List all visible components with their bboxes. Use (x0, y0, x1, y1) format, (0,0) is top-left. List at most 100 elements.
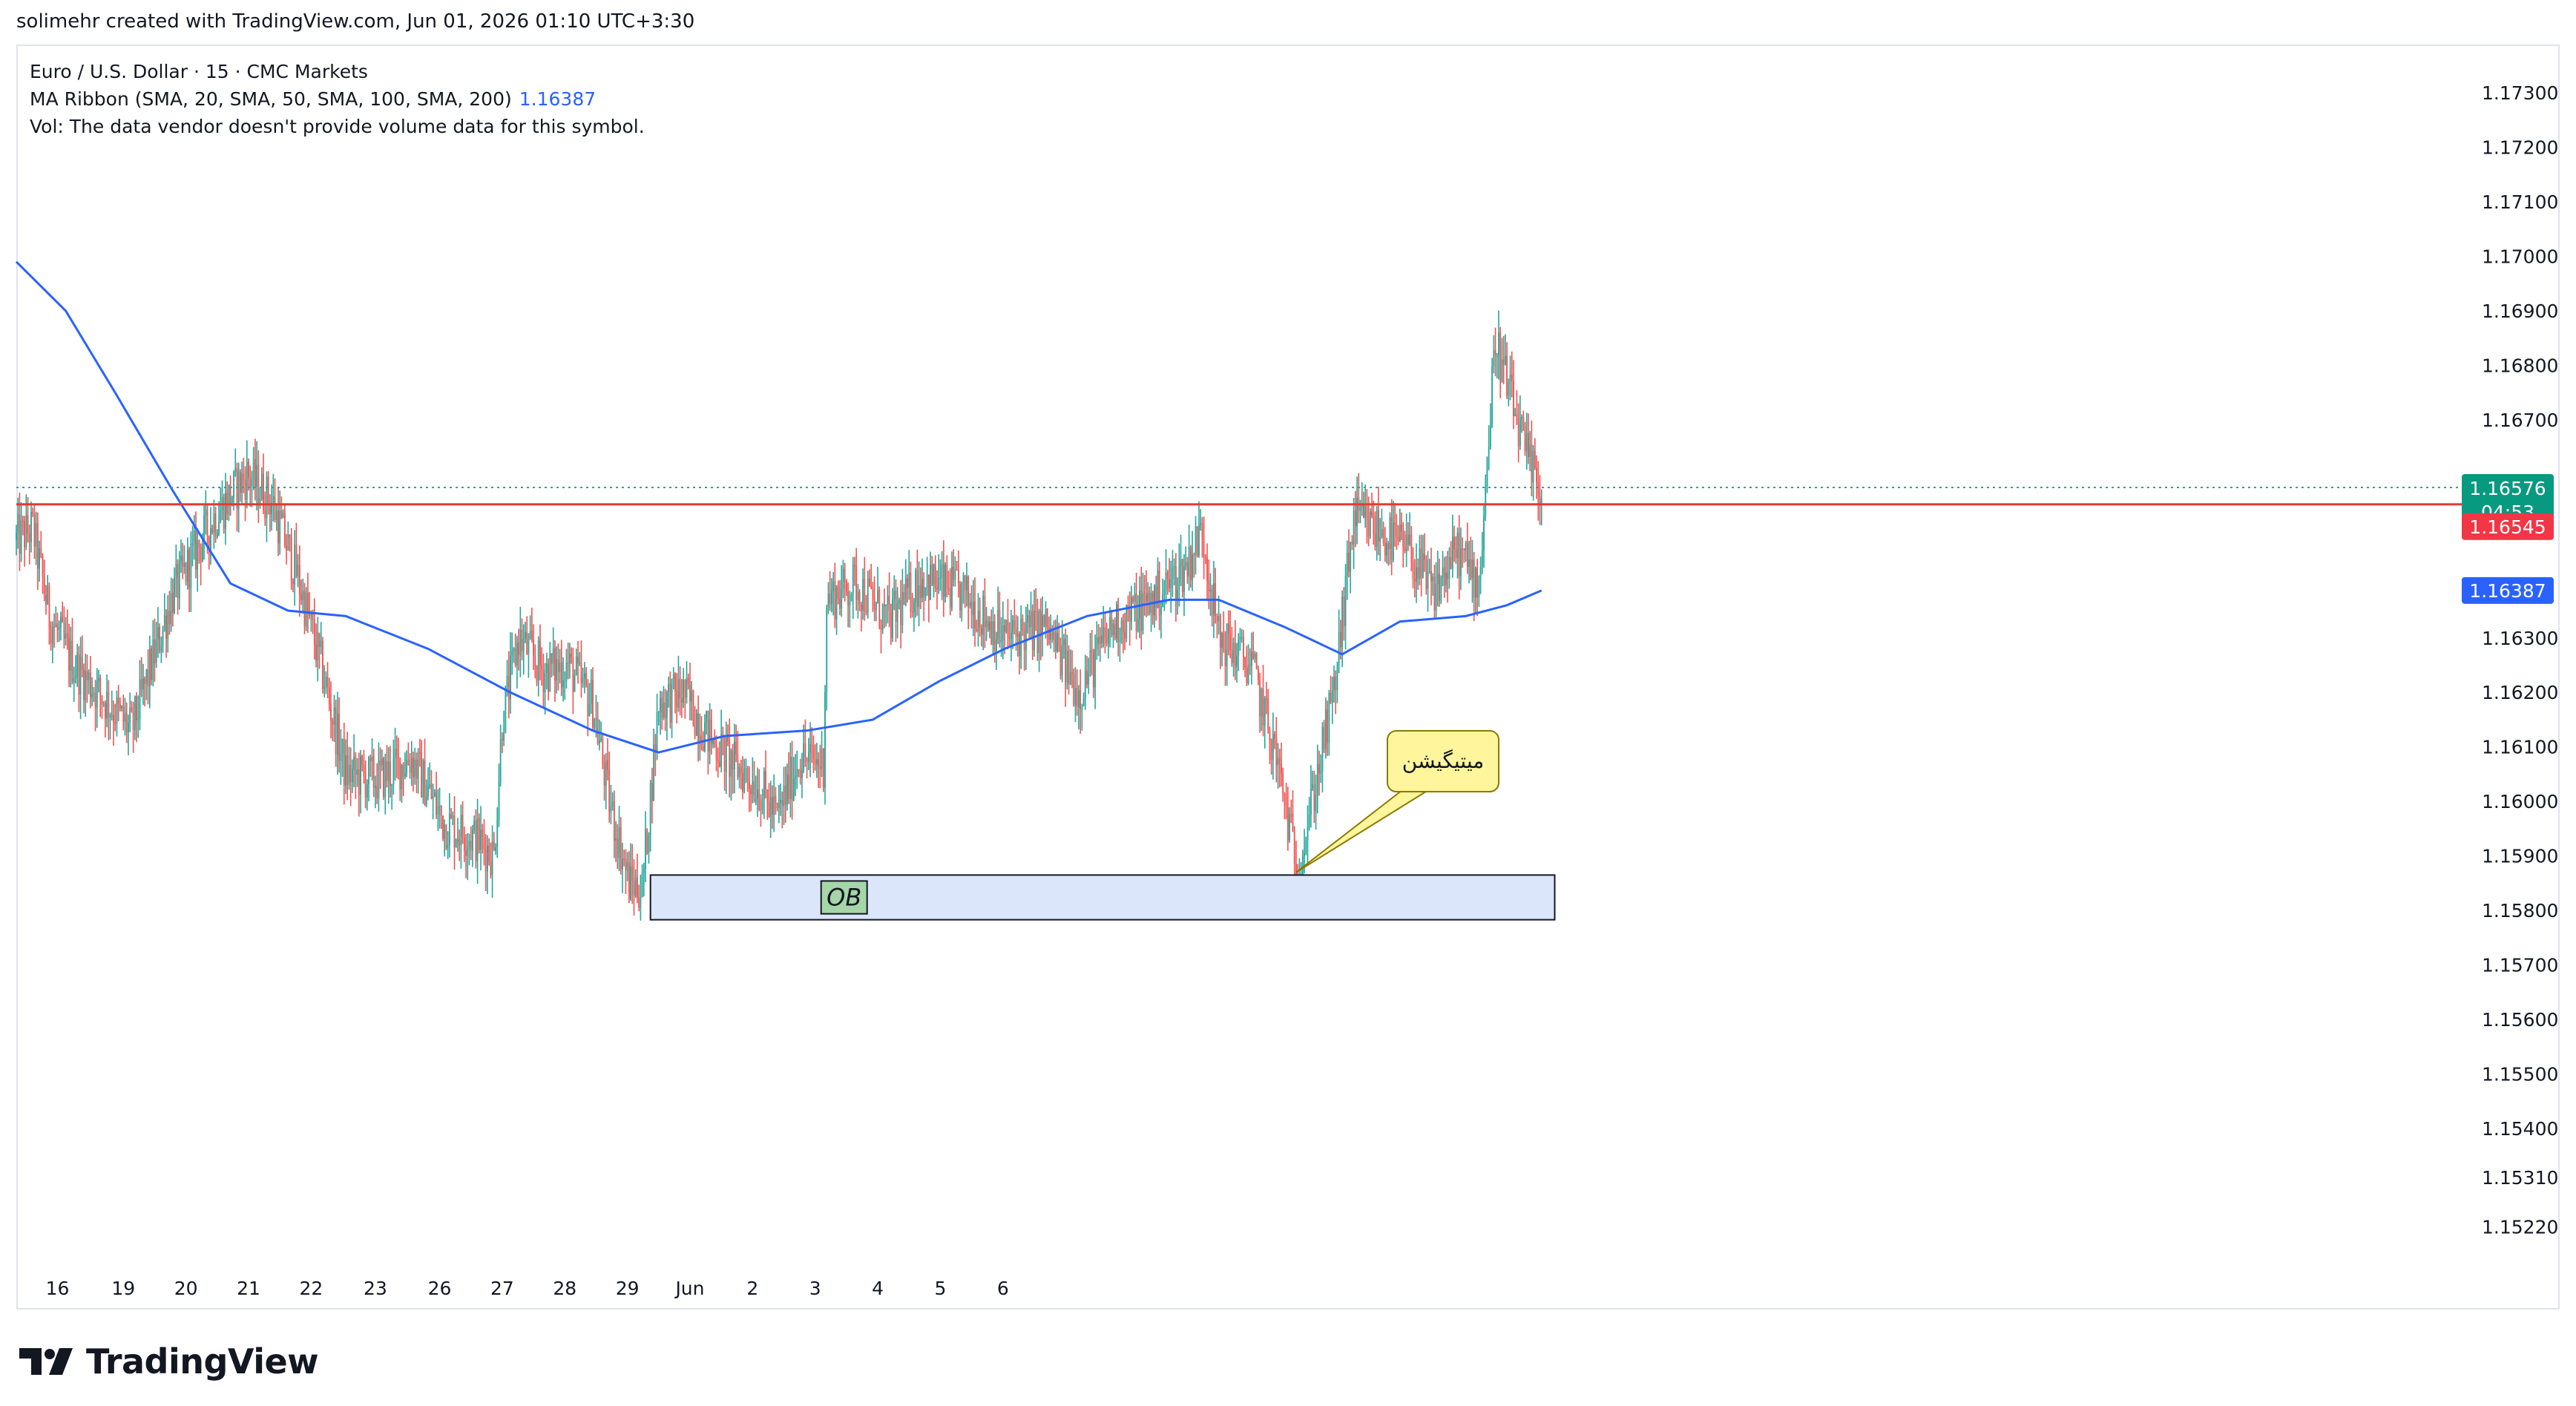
candle-body (1531, 444, 1533, 482)
candle-body (1081, 706, 1083, 710)
candle-body (318, 633, 321, 648)
candle-body (256, 464, 258, 487)
candle-body (55, 623, 57, 627)
candle-body (188, 549, 190, 588)
candle-body (40, 548, 42, 556)
candle-body (132, 712, 134, 730)
candle-body (1341, 597, 1343, 647)
candle-body (172, 593, 174, 614)
candle-body (473, 820, 476, 830)
price-tick-label: 1.17000 (2482, 246, 2558, 267)
candle-body (954, 569, 956, 580)
candle-body (755, 798, 757, 801)
candle-body (246, 461, 248, 500)
candle-body (287, 534, 289, 551)
candle-body (707, 711, 709, 752)
candle-body (895, 591, 897, 622)
candle-body (1333, 676, 1335, 691)
candle-body (695, 713, 697, 736)
candle-body (832, 581, 835, 591)
candle-body (603, 763, 605, 786)
candle-body (806, 758, 808, 762)
candle-body (1422, 553, 1424, 578)
candle-body (1010, 633, 1012, 640)
candle-body (1012, 620, 1013, 634)
candle-body (1091, 650, 1093, 652)
candle-body (277, 510, 279, 544)
candle-body (1262, 688, 1264, 726)
candle-body (1196, 526, 1198, 556)
candle-body (447, 845, 449, 849)
candle-body (987, 620, 989, 630)
candle-body (1038, 611, 1040, 653)
candle-body (30, 511, 32, 542)
candle-body (79, 656, 82, 695)
candle-body (1228, 623, 1229, 634)
candle-body (533, 640, 534, 656)
indicator-volume[interactable]: Vol: The data vendor doesn't provide vol… (30, 116, 645, 137)
candle-body (637, 877, 638, 898)
candle-body (152, 640, 154, 680)
candle-body (915, 571, 917, 602)
candle-body (1282, 773, 1284, 794)
candle-body (1020, 618, 1022, 657)
candle-body (195, 530, 197, 570)
candle-body (440, 806, 442, 816)
candle-body (1120, 620, 1123, 641)
candle-body (780, 800, 781, 804)
candle-body (125, 713, 128, 733)
candle-body (1073, 672, 1075, 706)
candle-body (657, 712, 660, 714)
candle-body (1269, 729, 1271, 740)
order-block-rect[interactable] (649, 874, 1556, 921)
candle-body (317, 633, 319, 661)
candle-body (476, 818, 479, 861)
candle-body (22, 520, 24, 522)
candle-body (1126, 605, 1128, 639)
indicator-ma-ribbon[interactable]: MA Ribbon (SMA, 20, SMA, 50, SMA, 100, S… (30, 85, 645, 113)
tradingview-logo[interactable]: TradingView (19, 1341, 319, 1382)
candle-body (1005, 620, 1008, 632)
candle-body (113, 715, 114, 722)
candle-body (1339, 631, 1341, 647)
candle-body (807, 752, 809, 762)
candle-body (957, 569, 959, 584)
candle-body (1384, 542, 1386, 556)
callout-bubble[interactable] (1387, 730, 1499, 792)
candle-body (131, 707, 133, 712)
candle-body (415, 759, 418, 779)
candle-body (325, 677, 327, 688)
candle-body (564, 680, 566, 682)
candle-body (857, 591, 859, 600)
candle-body (818, 759, 820, 767)
level-price-value: 1.16545 (2469, 516, 2546, 538)
candle-body (419, 752, 421, 754)
candle-body (1278, 758, 1281, 764)
candle-body (628, 861, 630, 899)
candle-body (233, 472, 234, 498)
candle-body (617, 838, 619, 858)
candle-body (346, 755, 349, 785)
candle-body (1481, 551, 1483, 567)
candle-body (185, 562, 187, 582)
candle-body (307, 592, 309, 613)
candle-body (706, 711, 708, 723)
candle-body (496, 820, 499, 848)
candle-body (151, 648, 152, 680)
candle-body (436, 792, 437, 815)
candle-body (392, 759, 395, 785)
candle-body (769, 797, 772, 818)
candle-body (686, 677, 688, 698)
price-tick-label: 1.16300 (2482, 628, 2558, 649)
candle-body (1028, 615, 1031, 628)
candle-body (729, 741, 731, 777)
candle-body (824, 691, 826, 788)
candle-body (320, 640, 322, 648)
candle-body (78, 654, 80, 695)
candle-body (1236, 655, 1238, 667)
candle-body (1119, 640, 1121, 643)
candle-body (148, 648, 151, 687)
candle-body (1381, 529, 1383, 538)
candle-body (1218, 615, 1220, 622)
